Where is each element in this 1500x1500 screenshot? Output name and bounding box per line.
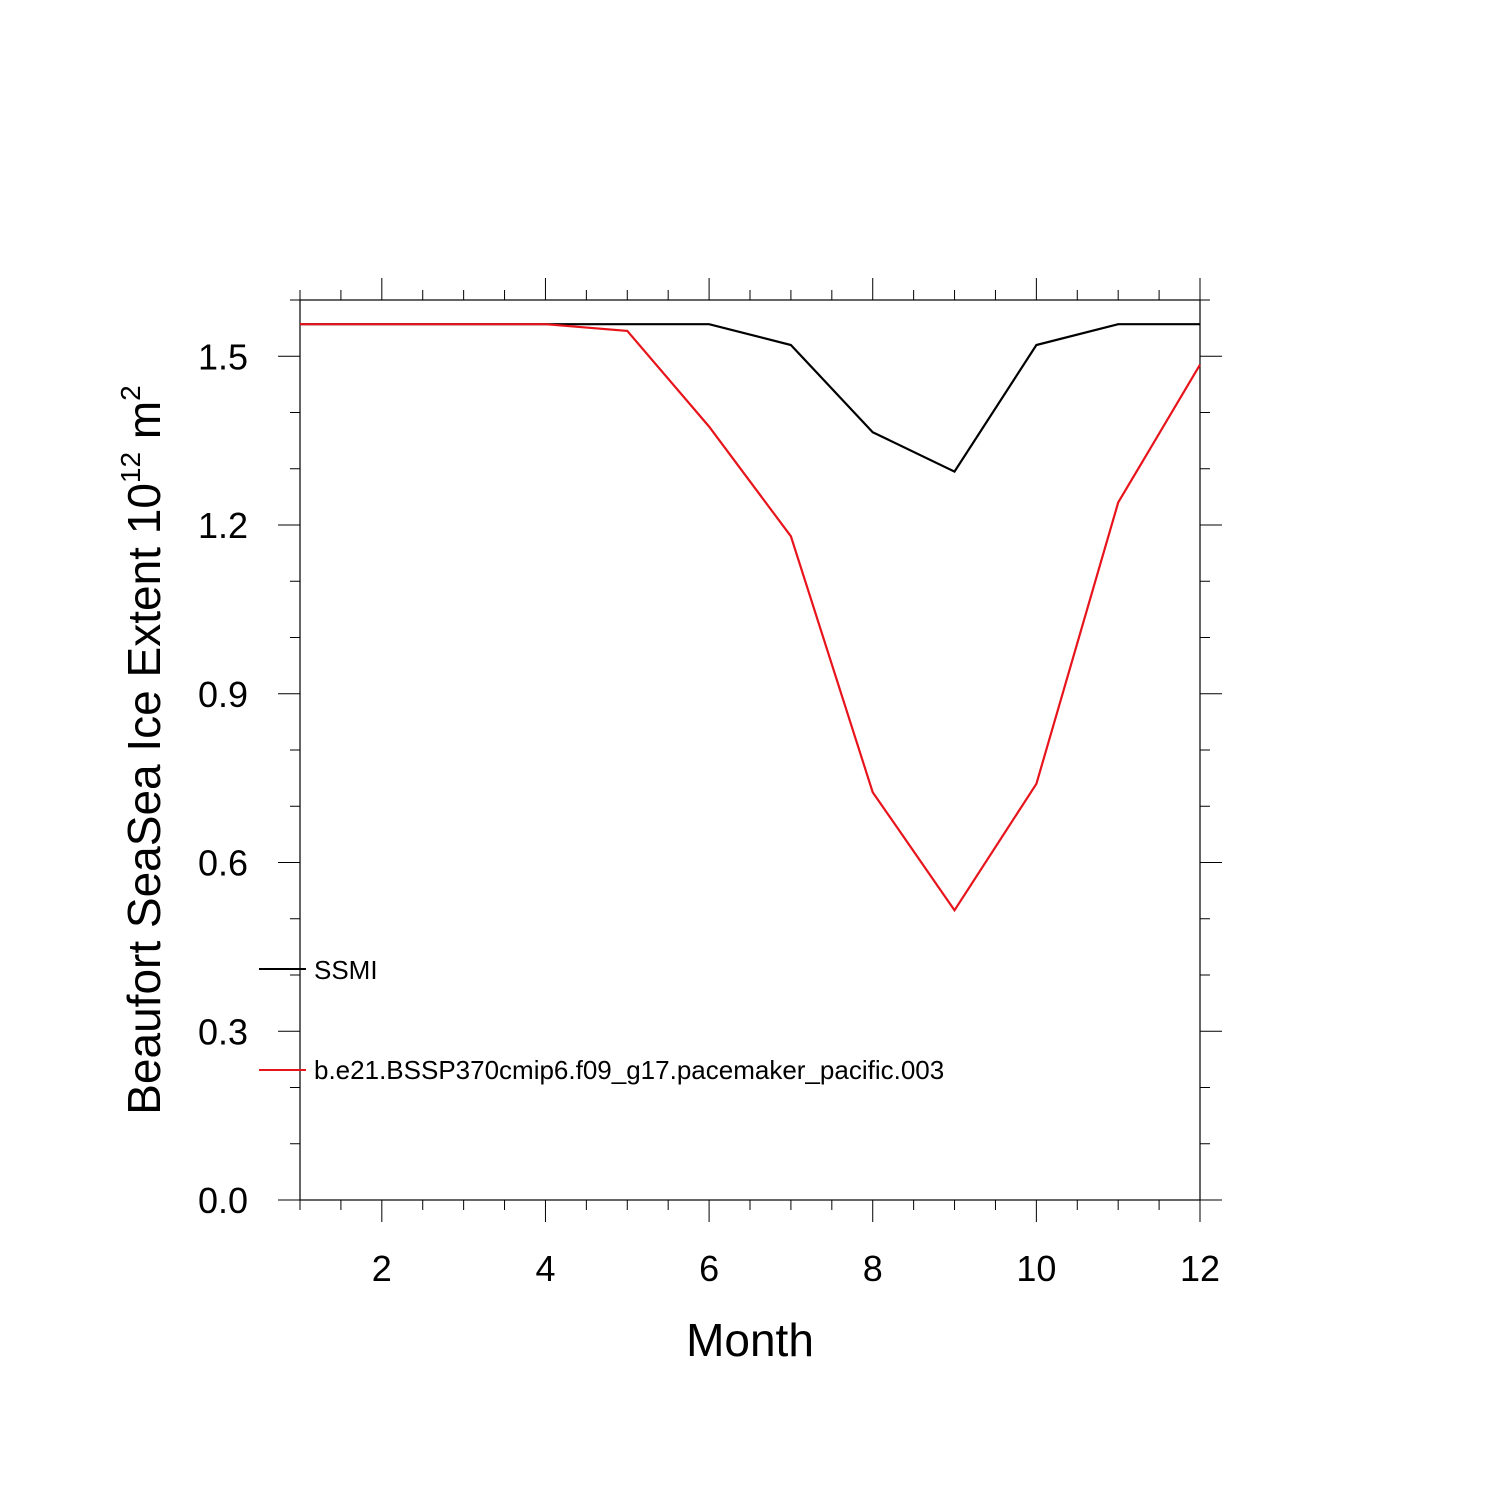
- tick-labels: 2 4 6 8 10 12 0.0 0.3 0.6 0.9 1.2 1.5: [198, 336, 1220, 1289]
- series-line-pacemaker: [300, 323, 1201, 913]
- x-tick-label: 8: [863, 1248, 883, 1289]
- series-line-ssmi: [300, 323, 1200, 474]
- legend-item-pacemaker: b.e21.BSSP370cmip6.f09_g17.pacemaker_pac…: [259, 1055, 944, 1085]
- x-tick-label: 2: [372, 1248, 392, 1289]
- y-tick-label: 0.6: [198, 843, 248, 884]
- y-axis-title-exponent: 12: [115, 452, 146, 483]
- y-axis-title-main: Beaufort SeaSea Ice Extent 10: [118, 483, 170, 1115]
- legend-item-ssmi: SSMI: [259, 955, 378, 985]
- y-tick-label: 0.9: [198, 674, 248, 715]
- x-tick-label: 12: [1180, 1248, 1220, 1289]
- series-lines: [300, 323, 1201, 913]
- x-tick-label: 10: [1016, 1248, 1056, 1289]
- x-tick-label: 4: [535, 1248, 555, 1289]
- y-axis-title-unit: m: [118, 401, 170, 452]
- x-axis-title: Month: [686, 1314, 814, 1366]
- y-tick-label: 1.2: [198, 505, 248, 546]
- legend: SSMI b.e21.BSSP370cmip6.f09_g17.pacemake…: [259, 955, 944, 1085]
- legend-label-pacemaker: b.e21.BSSP370cmip6.f09_g17.pacemaker_pac…: [314, 1055, 944, 1085]
- y-tick-label: 1.5: [198, 336, 248, 377]
- x-tick-label: 6: [699, 1248, 719, 1289]
- legend-label-ssmi: SSMI: [314, 955, 378, 985]
- plot-area: 2 4 6 8 10 12 0.0 0.3 0.6 0.9 1.2 1.5: [198, 278, 1222, 1289]
- y-tick-label: 0.3: [198, 1011, 248, 1052]
- y-axis-title: Beaufort SeaSea Ice Extent 1012 m2: [115, 385, 170, 1115]
- y-axis-title-unit-exponent: 2: [115, 385, 146, 401]
- axis-ticks: [278, 278, 1222, 1222]
- y-tick-label: 0.0: [198, 1180, 248, 1221]
